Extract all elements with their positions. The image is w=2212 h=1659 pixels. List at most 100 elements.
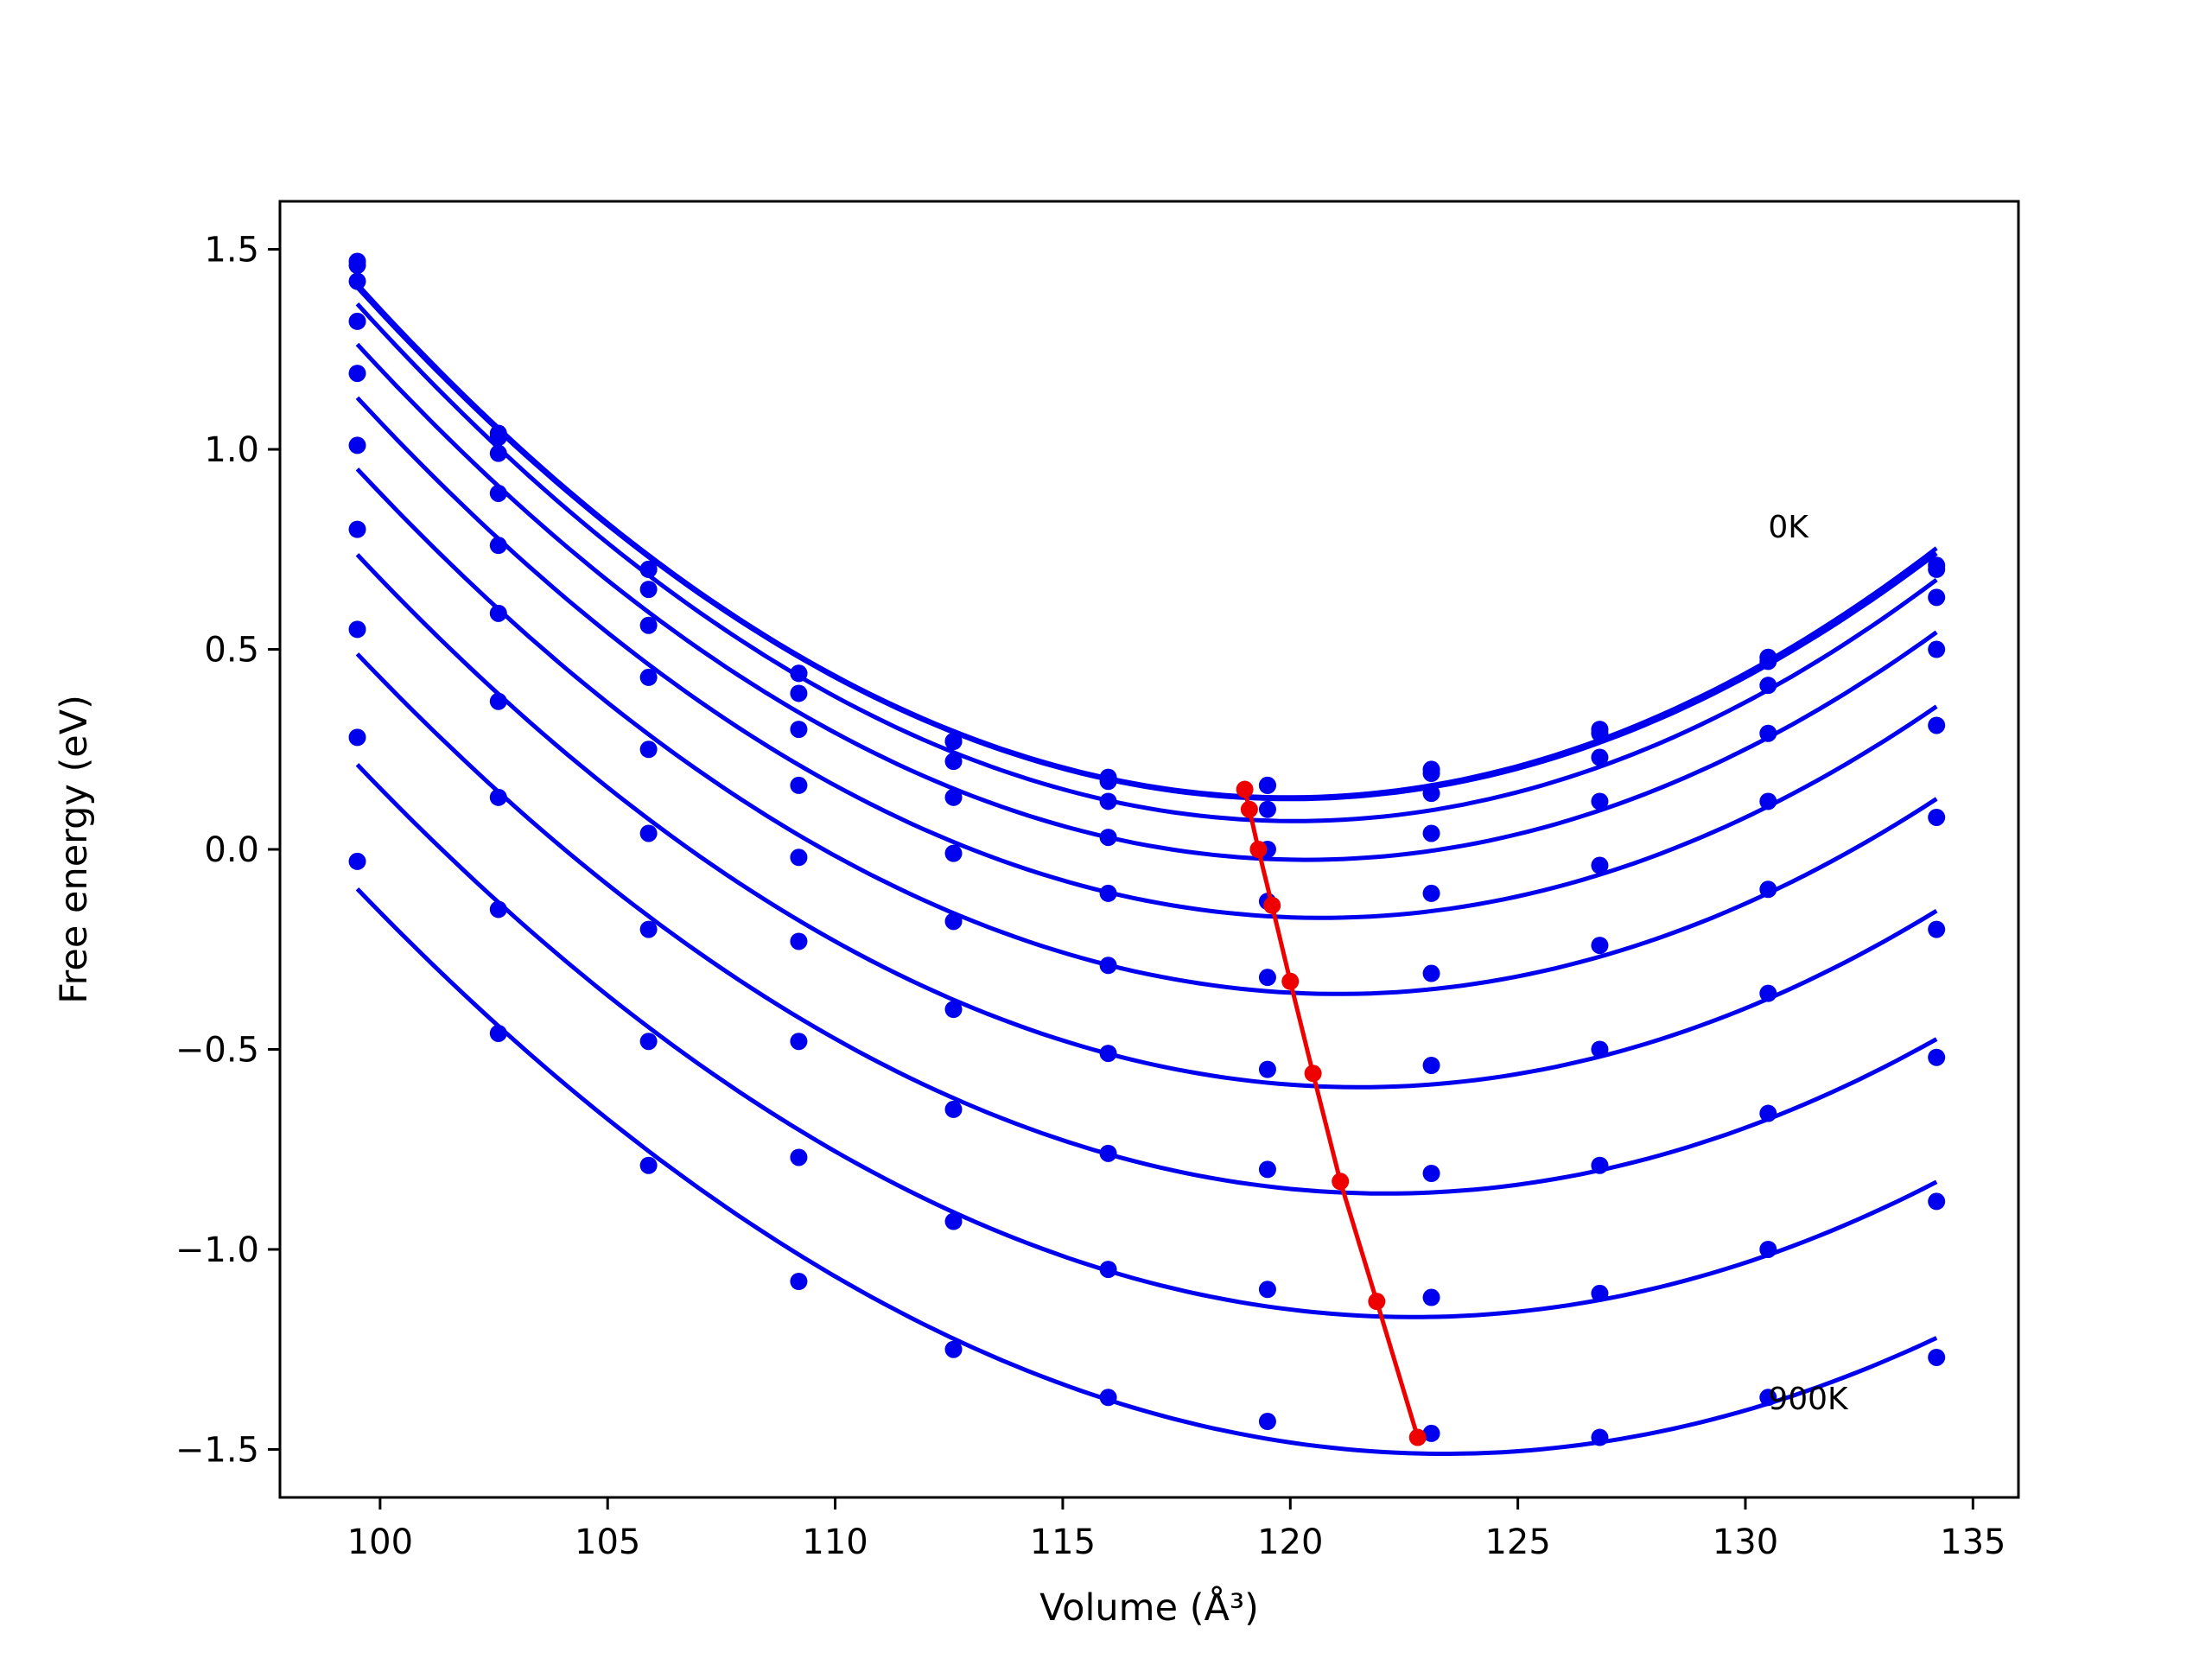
data-point [944,1340,963,1358]
data-point [639,1156,658,1174]
data-point [1928,588,1946,607]
data-point [348,620,366,639]
fit-curves [355,283,1938,1456]
fit-curve [355,467,1938,996]
data-point [1099,1144,1117,1162]
x-tick-label: 100 [347,1522,413,1562]
data-point [1258,776,1276,794]
data-point [1591,1040,1609,1058]
annotation-900k: 900K [1768,1382,1849,1417]
data-point [1099,884,1117,902]
data-point [639,741,658,759]
data-point [1591,937,1609,955]
x-axis-label: Volume (Å³) [1039,1586,1259,1630]
annotation-0k: 0K [1768,510,1809,545]
data-point [1759,984,1777,1002]
data-point [1591,1284,1609,1302]
data-point [944,844,963,862]
data-point [489,484,507,502]
data-point [348,520,366,538]
data-point [1258,1281,1276,1299]
data-point [1422,1057,1440,1074]
data-point [489,429,507,447]
minima-path [1243,789,1421,1439]
data-point [1422,1424,1440,1442]
data-point [639,1033,658,1051]
data-point [790,1273,808,1290]
y-tick-label: −1.0 [175,1230,259,1270]
data-point [1591,1428,1609,1446]
data-point [1258,1160,1276,1179]
data-point [489,604,507,622]
data-point [944,1212,963,1230]
data-point [348,436,366,454]
data-point [1099,772,1117,791]
fit-curve [355,763,1938,1319]
data-point [790,932,808,950]
fit-curve [355,285,1938,802]
data-point [1928,1048,1946,1066]
data-point [489,1024,507,1042]
data-point [1591,856,1609,874]
data-point [1759,652,1777,671]
data-point [1759,677,1777,695]
data-point [348,312,366,330]
minimum-point [1332,1173,1350,1191]
x-axis-ticks: 100 105 110 115 120 125 130 135 [347,1497,2006,1562]
data-point [1099,1389,1117,1407]
minimum-point [1368,1293,1386,1311]
minimum-point [1408,1428,1427,1446]
fit-curve [355,553,1938,1090]
y-tick-label: 1.5 [204,231,259,270]
data-point [1422,964,1440,982]
x-tick-label: 105 [575,1522,640,1562]
data-point [944,788,963,806]
data-point [1099,957,1117,975]
y-tick-label: 0.0 [204,830,259,870]
data-point [348,728,366,747]
data-point [1928,808,1946,826]
minimum-point [1249,841,1268,858]
data-points [348,252,1946,1446]
y-axis-label: Free energy (eV) [53,695,96,1004]
data-point [790,776,808,794]
data-point [1422,884,1440,902]
data-point [489,788,507,806]
data-point [639,920,658,938]
data-point [639,560,658,578]
plot-frame [278,200,2020,1499]
data-point [1422,1288,1440,1306]
fit-curve [355,887,1938,1456]
x-tick-label: 115 [1030,1522,1096,1562]
minimum-point [1236,780,1254,798]
data-point [639,668,658,686]
data-point [1422,785,1440,803]
x-tick-label: 130 [1713,1522,1778,1562]
x-tick-label: 110 [802,1522,868,1562]
data-point [1591,748,1609,766]
data-point [1591,724,1609,742]
y-tick-label: 1.0 [204,430,259,470]
y-axis-ticks: 1.5 1.0 0.5 0.0 −0.5 −1.0 −1.5 [175,231,280,1470]
y-tick-label: −0.5 [175,1030,259,1070]
data-point [489,900,507,918]
minimum-point [1263,896,1281,914]
data-point [944,753,963,771]
data-point [348,272,366,290]
x-tick-label: 120 [1257,1522,1323,1562]
data-point [1928,920,1946,938]
data-point [489,537,507,555]
data-point [1759,880,1777,899]
data-point [1258,1413,1276,1431]
minima-line [1236,780,1427,1446]
data-point [1422,765,1440,783]
data-point [1422,1165,1440,1182]
data-point [1759,1389,1777,1407]
data-point [1099,829,1117,847]
fit-curve [355,283,1938,800]
data-point [944,912,963,931]
data-point [639,824,658,842]
x-tick-label: 125 [1484,1522,1550,1562]
data-point [1928,1348,1946,1366]
x-tick-label: 135 [1940,1522,2005,1562]
